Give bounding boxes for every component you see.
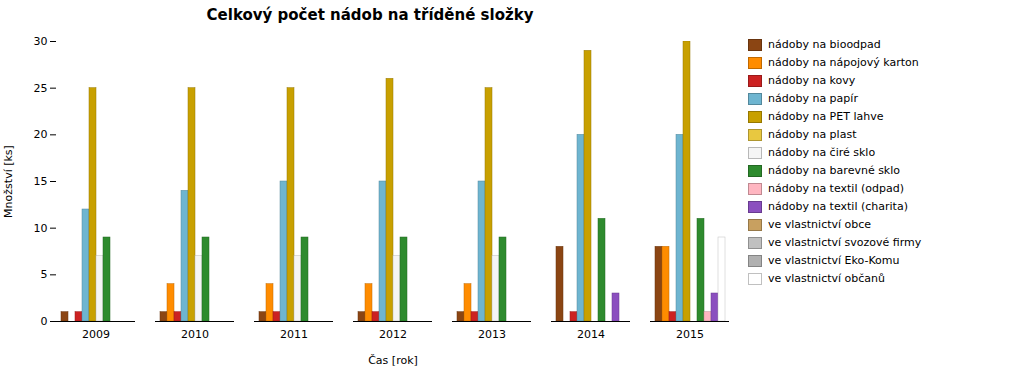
html-text:nádoby na textil (odpad): nádoby na textil (odpad) — [768, 182, 904, 195]
html-text:Celkový počet nádob na tříděné: Celkový počet nádob na tříděné složky — [206, 6, 534, 24]
svg-text:Množství [ks]: Množství [ks] — [2, 145, 15, 218]
html-text:nádoby na PET lahve: nádoby na PET lahve — [768, 110, 884, 123]
html-text:ve vlastnictví Eko-Komu: ve vlastnictví Eko-Komu — [768, 254, 900, 267]
svg-text:2013: 2013 — [478, 328, 506, 341]
svg-text:5: 5 — [41, 268, 48, 281]
svg-text:15: 15 — [34, 175, 48, 188]
svg-text:2010: 2010 — [181, 328, 209, 341]
svg-text:0: 0 — [41, 315, 48, 328]
svg-text:10: 10 — [34, 222, 48, 235]
html-text:ve vlastnictví obce: ve vlastnictví obce — [768, 218, 872, 231]
svg-text:25: 25 — [34, 82, 48, 95]
svg-text:2014: 2014 — [577, 328, 605, 341]
html-text:nádoby na bioodpad: nádoby na bioodpad — [768, 38, 881, 51]
svg-text:20: 20 — [34, 128, 48, 141]
html-text:ve vlastnictví svozové firmy: ve vlastnictví svozové firmy — [768, 236, 922, 249]
svg-text:2015: 2015 — [676, 328, 704, 341]
svg-text:2011: 2011 — [280, 328, 308, 341]
svg-text:30: 30 — [34, 35, 48, 48]
svg-text:2012: 2012 — [379, 328, 407, 341]
html-text:ve vlastnictví občanů: ve vlastnictví občanů — [768, 272, 885, 285]
html-text:nádoby na papír: nádoby na papír — [768, 92, 858, 105]
html-text:nádoby na čiré sklo: nádoby na čiré sklo — [768, 146, 876, 159]
html-text:nádoby na kovy: nádoby na kovy — [768, 74, 856, 87]
html-text:nádoby na nápojový karton: nádoby na nápojový karton — [768, 56, 919, 69]
html-text:nádoby na textil (charita): nádoby na textil (charita) — [768, 200, 908, 213]
svg-text:2009: 2009 — [82, 328, 110, 341]
svg-text:Čas [rok]: Čas [rok] — [368, 354, 418, 367]
html-text:nádoby na barevné sklo: nádoby na barevné sklo — [768, 164, 900, 177]
html-text:nádoby na plast: nádoby na plast — [768, 128, 857, 141]
